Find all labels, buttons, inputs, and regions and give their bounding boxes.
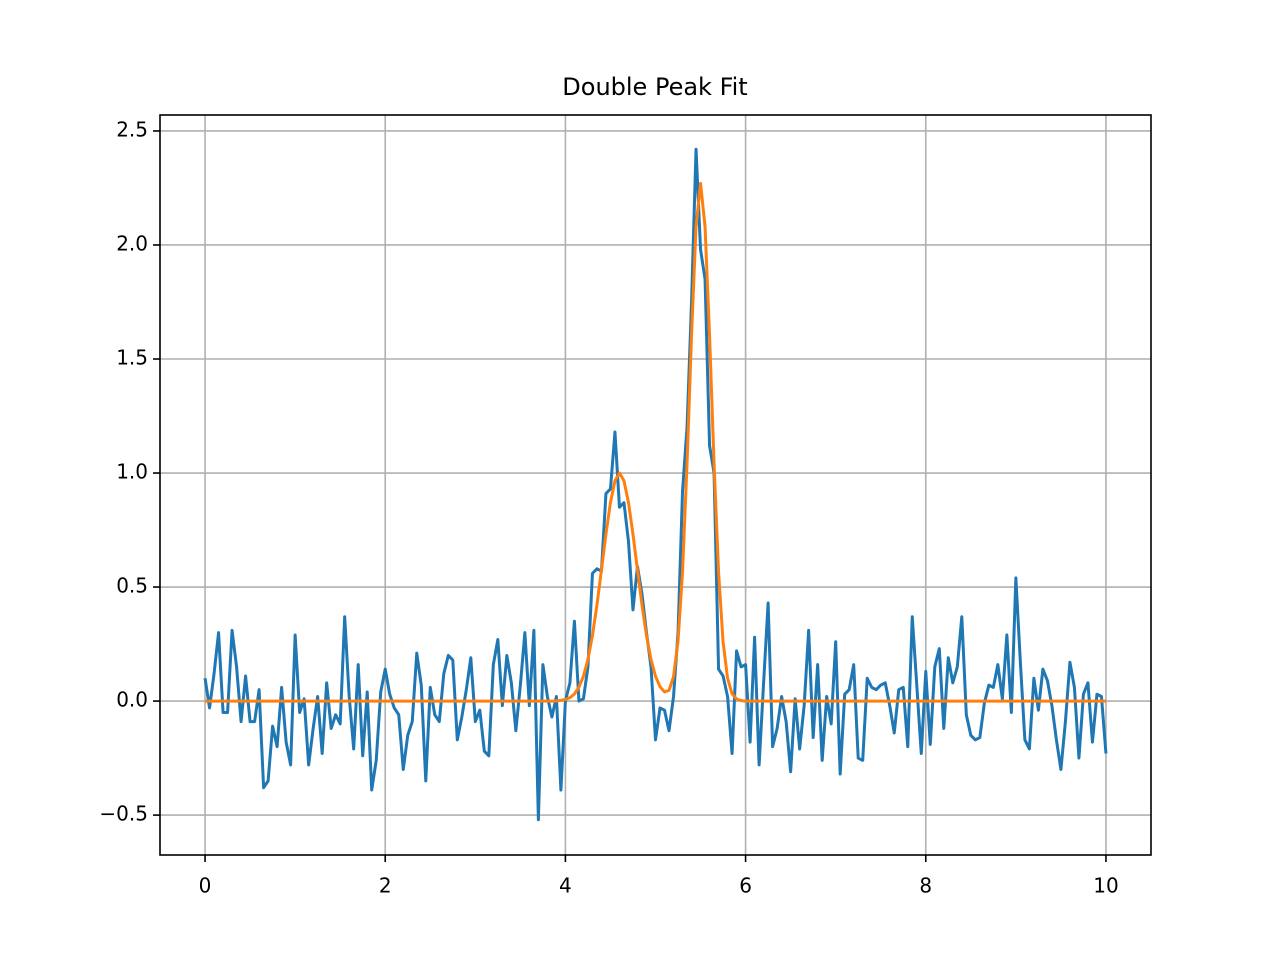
x-tick-label: 4 [559,874,572,898]
x-tick-label: 0 [199,874,212,898]
y-tick-label: 2.5 [116,117,148,141]
chart-title: Double Peak Fit [562,73,747,101]
x-tick-label: 2 [379,874,392,898]
y-tick-label: 1.0 [116,460,148,484]
x-tick-label: 10 [1093,874,1118,898]
y-tick-label: 0.0 [116,688,148,712]
data-line [203,147,1108,822]
plot-frame [159,114,1152,856]
y-tick-label: −0.5 [99,802,148,826]
x-tick-label: 8 [919,874,932,898]
data-line [205,181,1106,703]
x-tick-label: 6 [739,874,752,898]
y-tick-label: 1.5 [116,346,148,370]
y-tick-label: 0.5 [116,574,148,598]
y-tick-label: 2.0 [116,231,148,255]
